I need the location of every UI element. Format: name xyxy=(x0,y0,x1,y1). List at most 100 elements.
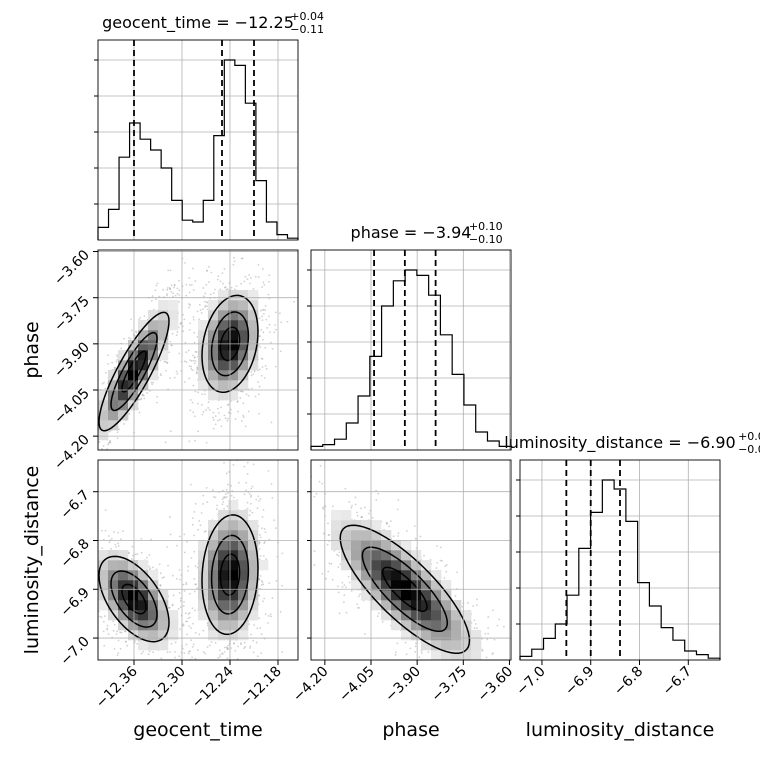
density-cell xyxy=(148,580,159,591)
histogram-bar xyxy=(532,649,544,660)
scatter-point xyxy=(107,535,110,537)
scatter-point xyxy=(199,524,202,527)
scatter-point xyxy=(93,402,95,404)
scatter-point xyxy=(172,594,175,597)
scatter-point xyxy=(226,404,229,406)
scatter-point xyxy=(173,283,176,286)
scatter-point xyxy=(94,426,96,428)
density-cell xyxy=(228,520,239,531)
joint-grid-phase_vs_geocent_time xyxy=(98,250,298,450)
scatter-point xyxy=(246,278,249,281)
scatter-point xyxy=(264,613,267,616)
scatter-point xyxy=(484,632,487,635)
density-cell xyxy=(198,540,209,551)
scatter-point xyxy=(110,547,112,550)
density-cell xyxy=(238,290,249,301)
density-cell xyxy=(228,590,239,601)
scatter-point xyxy=(199,309,202,312)
scatter-point xyxy=(135,330,137,333)
scatter-point xyxy=(95,457,97,459)
scatter-point xyxy=(139,398,142,401)
density-cell xyxy=(138,590,149,601)
density-cell xyxy=(118,370,129,381)
scatter-point xyxy=(178,352,181,355)
density-cell xyxy=(158,330,169,341)
scatter-point xyxy=(491,653,494,655)
scatter-point xyxy=(234,288,236,291)
scatter-point xyxy=(259,627,262,629)
density-cell xyxy=(228,580,239,591)
scatter-point xyxy=(189,359,191,362)
scatter-point xyxy=(95,407,97,409)
density-cell xyxy=(198,350,209,361)
scatter-point xyxy=(234,649,237,652)
scatter-point xyxy=(168,351,171,354)
scatter-point xyxy=(104,387,107,390)
scatter-point xyxy=(232,263,235,266)
scatter-point xyxy=(202,651,205,653)
scatter-point xyxy=(258,558,261,561)
scatter-point xyxy=(190,639,192,642)
scatter-point xyxy=(86,434,88,436)
scatter-point xyxy=(92,561,94,563)
scatter-point xyxy=(170,642,173,645)
scatter-point xyxy=(267,622,269,624)
scatter-point xyxy=(188,365,191,368)
scatter-point xyxy=(142,394,145,397)
scatter-point xyxy=(270,341,272,344)
scatter-point xyxy=(179,323,182,325)
scatter-point xyxy=(220,406,223,409)
histogram-bar xyxy=(638,583,650,660)
scatter-point xyxy=(190,368,193,370)
scatter-point xyxy=(475,604,478,607)
scatter-point xyxy=(71,478,73,480)
scatter-point xyxy=(170,344,173,346)
density-cell xyxy=(401,590,412,601)
scatter-point xyxy=(89,581,91,583)
scatter-point xyxy=(392,535,395,538)
scatter-point xyxy=(522,719,524,721)
scatter-point xyxy=(234,418,237,421)
histogram-bar xyxy=(98,227,109,240)
density-cell xyxy=(371,520,382,531)
scatter-point xyxy=(171,574,174,577)
density-cell xyxy=(431,610,442,621)
scatter-point xyxy=(251,511,254,514)
scatter-point xyxy=(498,618,501,621)
scatter-point xyxy=(223,461,225,464)
scatter-point xyxy=(183,590,186,592)
density-cell xyxy=(248,570,259,581)
scatter-point xyxy=(206,501,209,504)
scatter-point xyxy=(265,558,268,561)
scatter-point xyxy=(198,318,201,321)
scatter-point xyxy=(182,604,185,607)
scatter-point xyxy=(258,548,261,550)
scatter-point xyxy=(212,292,215,295)
density-cell xyxy=(128,360,139,371)
histogram-bar xyxy=(555,624,567,660)
hist-title-phase: phase = −3.94 xyxy=(351,223,472,242)
density-cell xyxy=(331,510,342,521)
scatter-point xyxy=(94,476,96,478)
scatter-point xyxy=(268,315,270,318)
scatter-point xyxy=(194,583,196,586)
density-cell xyxy=(248,550,259,561)
scatter-point xyxy=(250,494,253,497)
scatter-point xyxy=(115,633,118,635)
scatter-point xyxy=(226,288,229,290)
scatter-point xyxy=(180,322,182,324)
scatter-point xyxy=(81,469,83,471)
density-cell xyxy=(98,550,109,561)
scatter-point xyxy=(211,664,213,666)
density-cell xyxy=(371,560,382,571)
scatter-point xyxy=(183,381,186,383)
scatter-point xyxy=(87,451,89,453)
density-cell xyxy=(238,350,249,361)
density-cell xyxy=(391,560,402,571)
scatter-point xyxy=(445,570,448,573)
scatter-point xyxy=(169,269,172,272)
scatter-point xyxy=(261,516,264,518)
scatter-point xyxy=(192,318,195,321)
scatter-point xyxy=(179,597,182,600)
scatter-point xyxy=(152,381,155,384)
